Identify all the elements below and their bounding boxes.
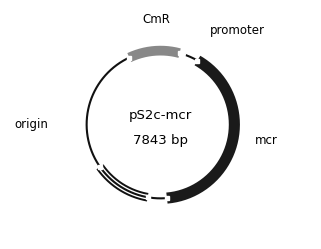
Text: CmR: CmR <box>142 13 170 26</box>
Text: 7843 bp: 7843 bp <box>133 134 188 147</box>
Text: origin: origin <box>15 118 48 131</box>
Text: promoter: promoter <box>210 24 265 37</box>
Text: pS2c-mcr: pS2c-mcr <box>129 109 192 122</box>
Text: mcr: mcr <box>255 134 277 147</box>
